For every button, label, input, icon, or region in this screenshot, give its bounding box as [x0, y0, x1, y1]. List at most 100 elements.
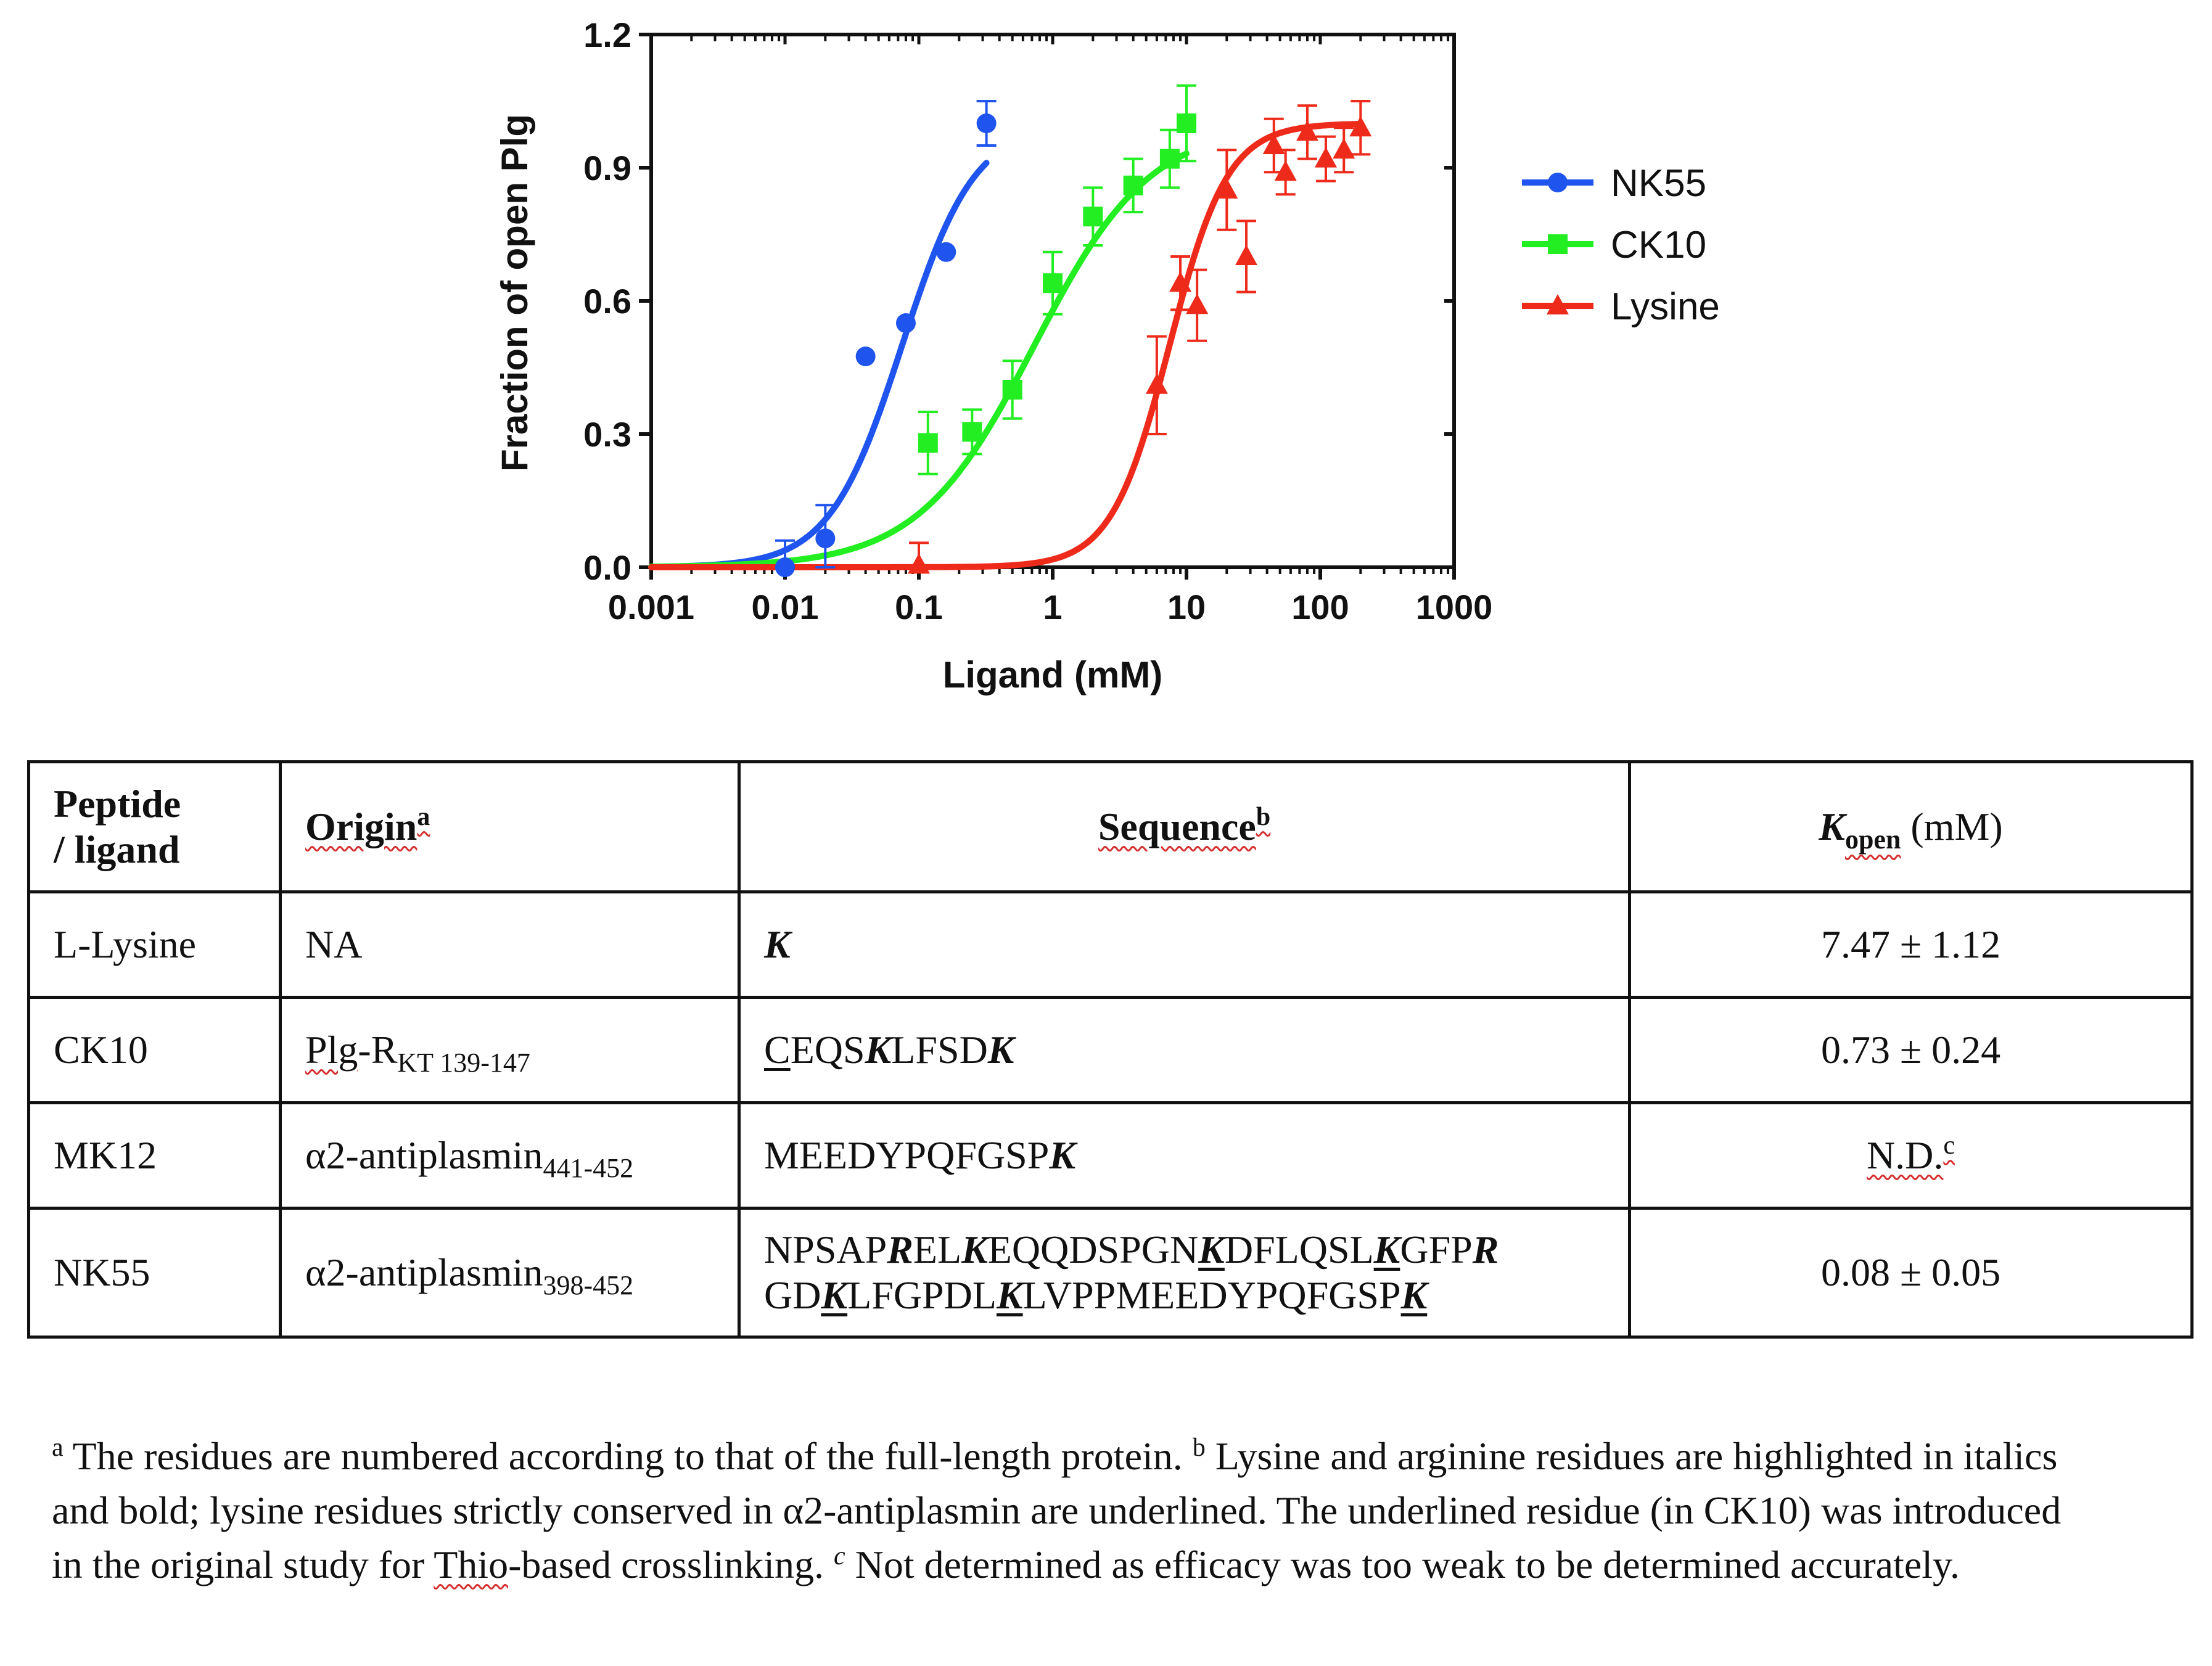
- x-axis-label: Ligand (mM): [943, 654, 1163, 696]
- sequence-segment: LVPPMEEDYPQFGSP: [1022, 1273, 1401, 1317]
- sequence-segment: LFSD: [891, 1028, 988, 1072]
- footnote-c-mark: c: [833, 1542, 845, 1570]
- origin-subscript: 398-452: [543, 1270, 634, 1300]
- origin-rest: -R: [358, 1028, 398, 1072]
- origin-subscript: KT 139-147: [397, 1048, 530, 1078]
- cell-origin: Plg-RKT 139-147: [279, 996, 741, 1104]
- fit-curve-lysine: [648, 121, 1364, 570]
- point-lysine: [1169, 271, 1192, 292]
- cell-origin: NA: [279, 890, 741, 999]
- cell-sequence: NPSAPRELKEQQDSPGNKDFLQSLKGFPR GDKLFGPDLKL…: [738, 1207, 1631, 1339]
- point-ck10: [1177, 113, 1196, 133]
- point-ck10: [1083, 207, 1103, 227]
- footnote-b-mark: b: [1192, 1434, 1206, 1462]
- point-nk55: [895, 313, 916, 333]
- basic-residue: K: [865, 1028, 892, 1072]
- x-tick-label: 0.01: [752, 588, 819, 626]
- basic-residue: K: [764, 922, 791, 966]
- cell-kopen: 0.08 ± 0.05: [1628, 1207, 2193, 1339]
- legend-label-nk55: NK55: [1611, 162, 1706, 205]
- point-ck10: [1159, 149, 1180, 169]
- x-tick-label: 100: [1291, 588, 1349, 626]
- basic-residue: K: [1400, 1273, 1428, 1317]
- point-lysine: [1314, 147, 1337, 168]
- point-ck10: [1002, 380, 1022, 400]
- legend-marker-ck10: [1548, 234, 1568, 254]
- sequence-segment: EQS: [790, 1028, 865, 1072]
- y-axis-label: Fraction of open Plg: [494, 114, 535, 472]
- kopen-value: 0.08 ± 0.05: [1820, 1250, 2001, 1294]
- cell-peptide: CK10: [27, 996, 282, 1104]
- point-ck10: [962, 422, 982, 442]
- header-peptide-line1: Peptide: [54, 782, 181, 826]
- sequence-segment: LFGPDL: [847, 1273, 997, 1317]
- footnote-b-text-1: Lysine and arginine residues are highlig…: [52, 1434, 2062, 1586]
- point-lysine: [908, 553, 930, 574]
- x-tick-label: 10: [1167, 588, 1206, 626]
- dose-response-chart: 0.001 0.01 0.1 1 10 100 1000 0.0 0.3 0.6 0.9 1.2 Li…: [494, 15, 1720, 696]
- legend-marker-nk55: [1548, 173, 1568, 192]
- footnote-c-text: Not determined as efficacy was too weak …: [845, 1543, 1960, 1586]
- origin-name: Plg-R: [305, 1028, 397, 1072]
- basic-residue: K: [996, 1273, 1023, 1317]
- footnote-b-word: Thio: [434, 1543, 509, 1586]
- point-ck10: [1123, 175, 1143, 195]
- sequence-segment: DFLQSL: [1224, 1228, 1374, 1271]
- footnotes: a The residues are numbered according to…: [52, 1429, 2087, 1592]
- origin-name: NA: [305, 922, 363, 966]
- origin-subscript: 441-452: [543, 1153, 634, 1183]
- legend-label-ck10: CK10: [1611, 224, 1706, 266]
- basic-residue: K: [1373, 1228, 1400, 1271]
- cell-peptide: NK55: [27, 1207, 282, 1339]
- point-nk55: [775, 557, 795, 577]
- origin-name: α2-antiplasmin: [305, 1133, 543, 1177]
- x-tick-label: 0.1: [895, 588, 943, 626]
- cell-sequence: K: [738, 890, 1631, 999]
- basic-residue: K: [1198, 1228, 1225, 1271]
- header-sequence: Sequenceb: [738, 760, 1631, 893]
- point-lysine: [1186, 293, 1209, 314]
- cell-sequence: MEEDYPQFGSPK: [738, 1101, 1631, 1210]
- point-lysine: [1274, 160, 1297, 181]
- point-lysine: [1349, 116, 1372, 137]
- point-lysine: [1145, 373, 1168, 394]
- x-tick-label: 0.001: [608, 588, 694, 626]
- sequence-segment: NPSAP: [764, 1228, 887, 1271]
- x-tick-label: 1000: [1416, 588, 1493, 626]
- point-ck10: [1043, 273, 1063, 293]
- basic-residue: R: [887, 1228, 913, 1271]
- cell-peptide: MK12: [27, 1101, 282, 1210]
- table-row: CK10 Plg-RKT 139-147 CEQSKLFSDK 0.73 ± 0.24: [27, 996, 2193, 1104]
- fit-curve-ck10: [648, 150, 1190, 570]
- point-lysine: [1296, 120, 1318, 141]
- basic-residue: K: [1049, 1133, 1076, 1177]
- y-tick-label: 0.6: [583, 282, 631, 321]
- sequence-segment: EL: [913, 1228, 962, 1271]
- point-lysine: [1333, 138, 1355, 159]
- cell-kopen: 7.47 ± 1.12: [1628, 890, 2193, 999]
- data-points: [775, 84, 1372, 577]
- kopen-value: 0.73 ± 0.24: [1820, 1028, 2001, 1072]
- cell-origin: α2-antiplasmin398-452: [279, 1207, 741, 1339]
- origin-name: α2-antiplasmin: [305, 1250, 543, 1294]
- point-lysine: [1215, 178, 1238, 199]
- fit-curves: [648, 121, 1364, 570]
- cell-peptide: L-Lysine: [27, 890, 282, 999]
- basic-residue: K: [821, 1273, 848, 1317]
- header-peptide: Peptide / ligand: [27, 760, 282, 893]
- axes-frame: [639, 33, 1456, 580]
- origin-wavy-part: Plg: [305, 1028, 358, 1072]
- sequence-segment: MEEDYPQFGSP: [764, 1133, 1050, 1177]
- y-tick-label: 0.0: [583, 548, 631, 587]
- table-row: NK55 α2-antiplasmin398-452 NPSAPRELKEQQDSP…: [27, 1207, 2193, 1339]
- kopen-value: 7.47 ± 1.12: [1820, 922, 2001, 966]
- y-tick-label: 0.3: [583, 415, 631, 454]
- point-lysine: [1235, 245, 1258, 265]
- header-origin: Origina: [279, 760, 741, 893]
- point-nk55: [815, 528, 836, 549]
- y-tick-label: 1.2: [583, 15, 631, 54]
- cell-kopen: 0.73 ± 0.24: [1628, 996, 2193, 1104]
- tick-labels: 0.001 0.01 0.1 1 10 100 1000 0.0 0.3 0.6 0.9 1.2: [583, 15, 1492, 626]
- header-origin-sup: a: [417, 803, 430, 831]
- header-sequence-sup: b: [1256, 803, 1271, 831]
